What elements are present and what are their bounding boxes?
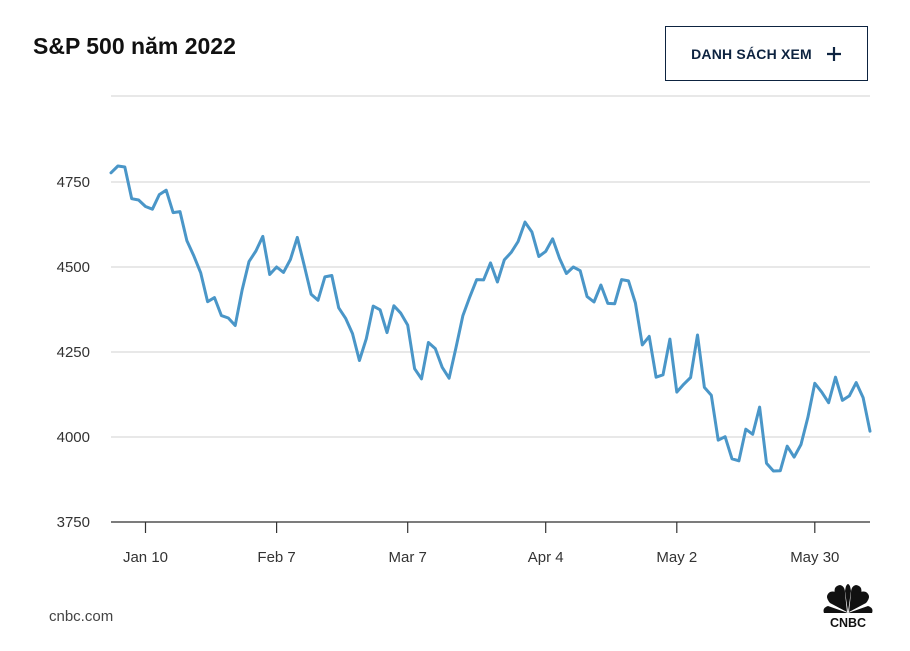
watchlist-button-label: DANH SÁCH XEM xyxy=(691,45,812,62)
x-tick-label-mar-7: Mar 7 xyxy=(389,549,427,566)
x-tick-label-jan-10: Jan 10 xyxy=(123,549,168,566)
plus-icon xyxy=(826,46,841,61)
x-tick-label-may-30: May 30 xyxy=(790,549,839,566)
add-to-watchlist-button[interactable]: DANH SÁCH XEM xyxy=(665,26,868,81)
gridlines xyxy=(111,95,870,523)
y-tick-label-4250: 4250 xyxy=(57,344,90,361)
y-tick-label-4000: 4000 xyxy=(57,429,90,446)
series-layer xyxy=(109,164,872,473)
x-tick-label-may-2: May 2 xyxy=(656,549,697,566)
chart-title: S&P 500 năm 2022 xyxy=(33,33,236,59)
x-tick-label-feb-7: Feb 7 xyxy=(257,549,295,566)
cnbc-logo-text: CNBC xyxy=(830,616,866,630)
x-tick-label-apr-4: Apr 4 xyxy=(528,549,564,566)
y-axis-ticks: 3750 4000 4250 4500 4750 xyxy=(57,174,90,531)
source-label: cnbc.com xyxy=(49,608,114,625)
series-line-sp500 xyxy=(109,164,872,473)
y-tick-label-3750: 3750 xyxy=(57,514,90,531)
line-chart: 3750 4000 4250 4500 4750 Jan 10 Feb 7 Mar 7 Apr… xyxy=(57,95,872,566)
cnbc-logo: CNBC xyxy=(823,584,873,630)
x-axis-ticks: Jan 10 Feb 7 Mar 7 Apr 4 May 2 May 30 xyxy=(111,521,870,566)
y-tick-label-4500: 4500 xyxy=(57,259,90,276)
y-tick-label-4750: 4750 xyxy=(57,174,90,191)
